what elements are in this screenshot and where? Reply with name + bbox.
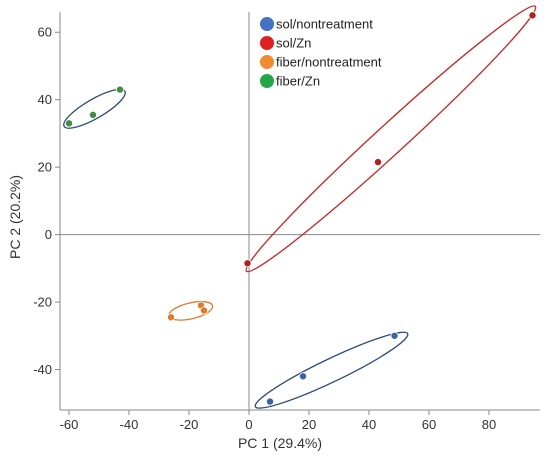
legend-marker: [260, 17, 274, 31]
y-tick-label: -40: [33, 362, 52, 377]
legend-label: sol/Zn: [276, 36, 311, 51]
y-axis-title: PC 2 (20.2%): [7, 175, 23, 259]
confidence-ellipse: [254, 331, 409, 409]
data-point: [265, 397, 274, 406]
y-axis-ticks: -40 -20 0 20 40 60: [33, 25, 60, 377]
confidence-ellipses: [63, 5, 537, 409]
x-tick-label: 20: [302, 417, 316, 432]
legend-label: fiber/nontreatment: [276, 55, 382, 70]
x-axis-title: PC 1 (29.4%): [238, 435, 322, 451]
x-tick-label: -60: [60, 417, 79, 432]
legend-marker: [260, 55, 274, 69]
data-point: [116, 85, 125, 94]
x-tick-label: 60: [422, 417, 436, 432]
legend-label: sol/nontreatment: [276, 17, 373, 32]
data-point: [243, 259, 252, 268]
data-point: [65, 119, 74, 128]
data-point: [528, 11, 537, 20]
plot-area: [59, 12, 540, 411]
data-point: [390, 331, 399, 340]
data-points: [65, 11, 537, 406]
x-axis-ticks: -60 -40 -20 0 20 40 60 80: [60, 410, 496, 432]
data-point: [89, 110, 98, 119]
data-point: [373, 158, 382, 167]
y-tick-label: 20: [38, 160, 52, 175]
confidence-ellipse: [245, 5, 537, 273]
y-tick-label: -20: [33, 295, 52, 310]
x-tick-label: -20: [180, 417, 199, 432]
y-tick-label: 60: [38, 25, 52, 40]
x-tick-label: 0: [245, 417, 252, 432]
legend: sol/nontreatment sol/Zn fiber/nontreatment…: [260, 17, 382, 89]
data-point: [166, 313, 175, 322]
legend-marker: [260, 74, 274, 88]
x-tick-label: 80: [482, 417, 496, 432]
data-point: [298, 372, 307, 381]
legend-marker: [260, 36, 274, 50]
x-tick-label: -40: [120, 417, 139, 432]
data-point: [199, 306, 208, 315]
confidence-ellipse: [63, 88, 126, 129]
y-tick-label: 0: [45, 227, 52, 242]
y-tick-label: 40: [38, 92, 52, 107]
x-tick-label: 40: [362, 417, 376, 432]
legend-label: fiber/Zn: [276, 74, 320, 89]
